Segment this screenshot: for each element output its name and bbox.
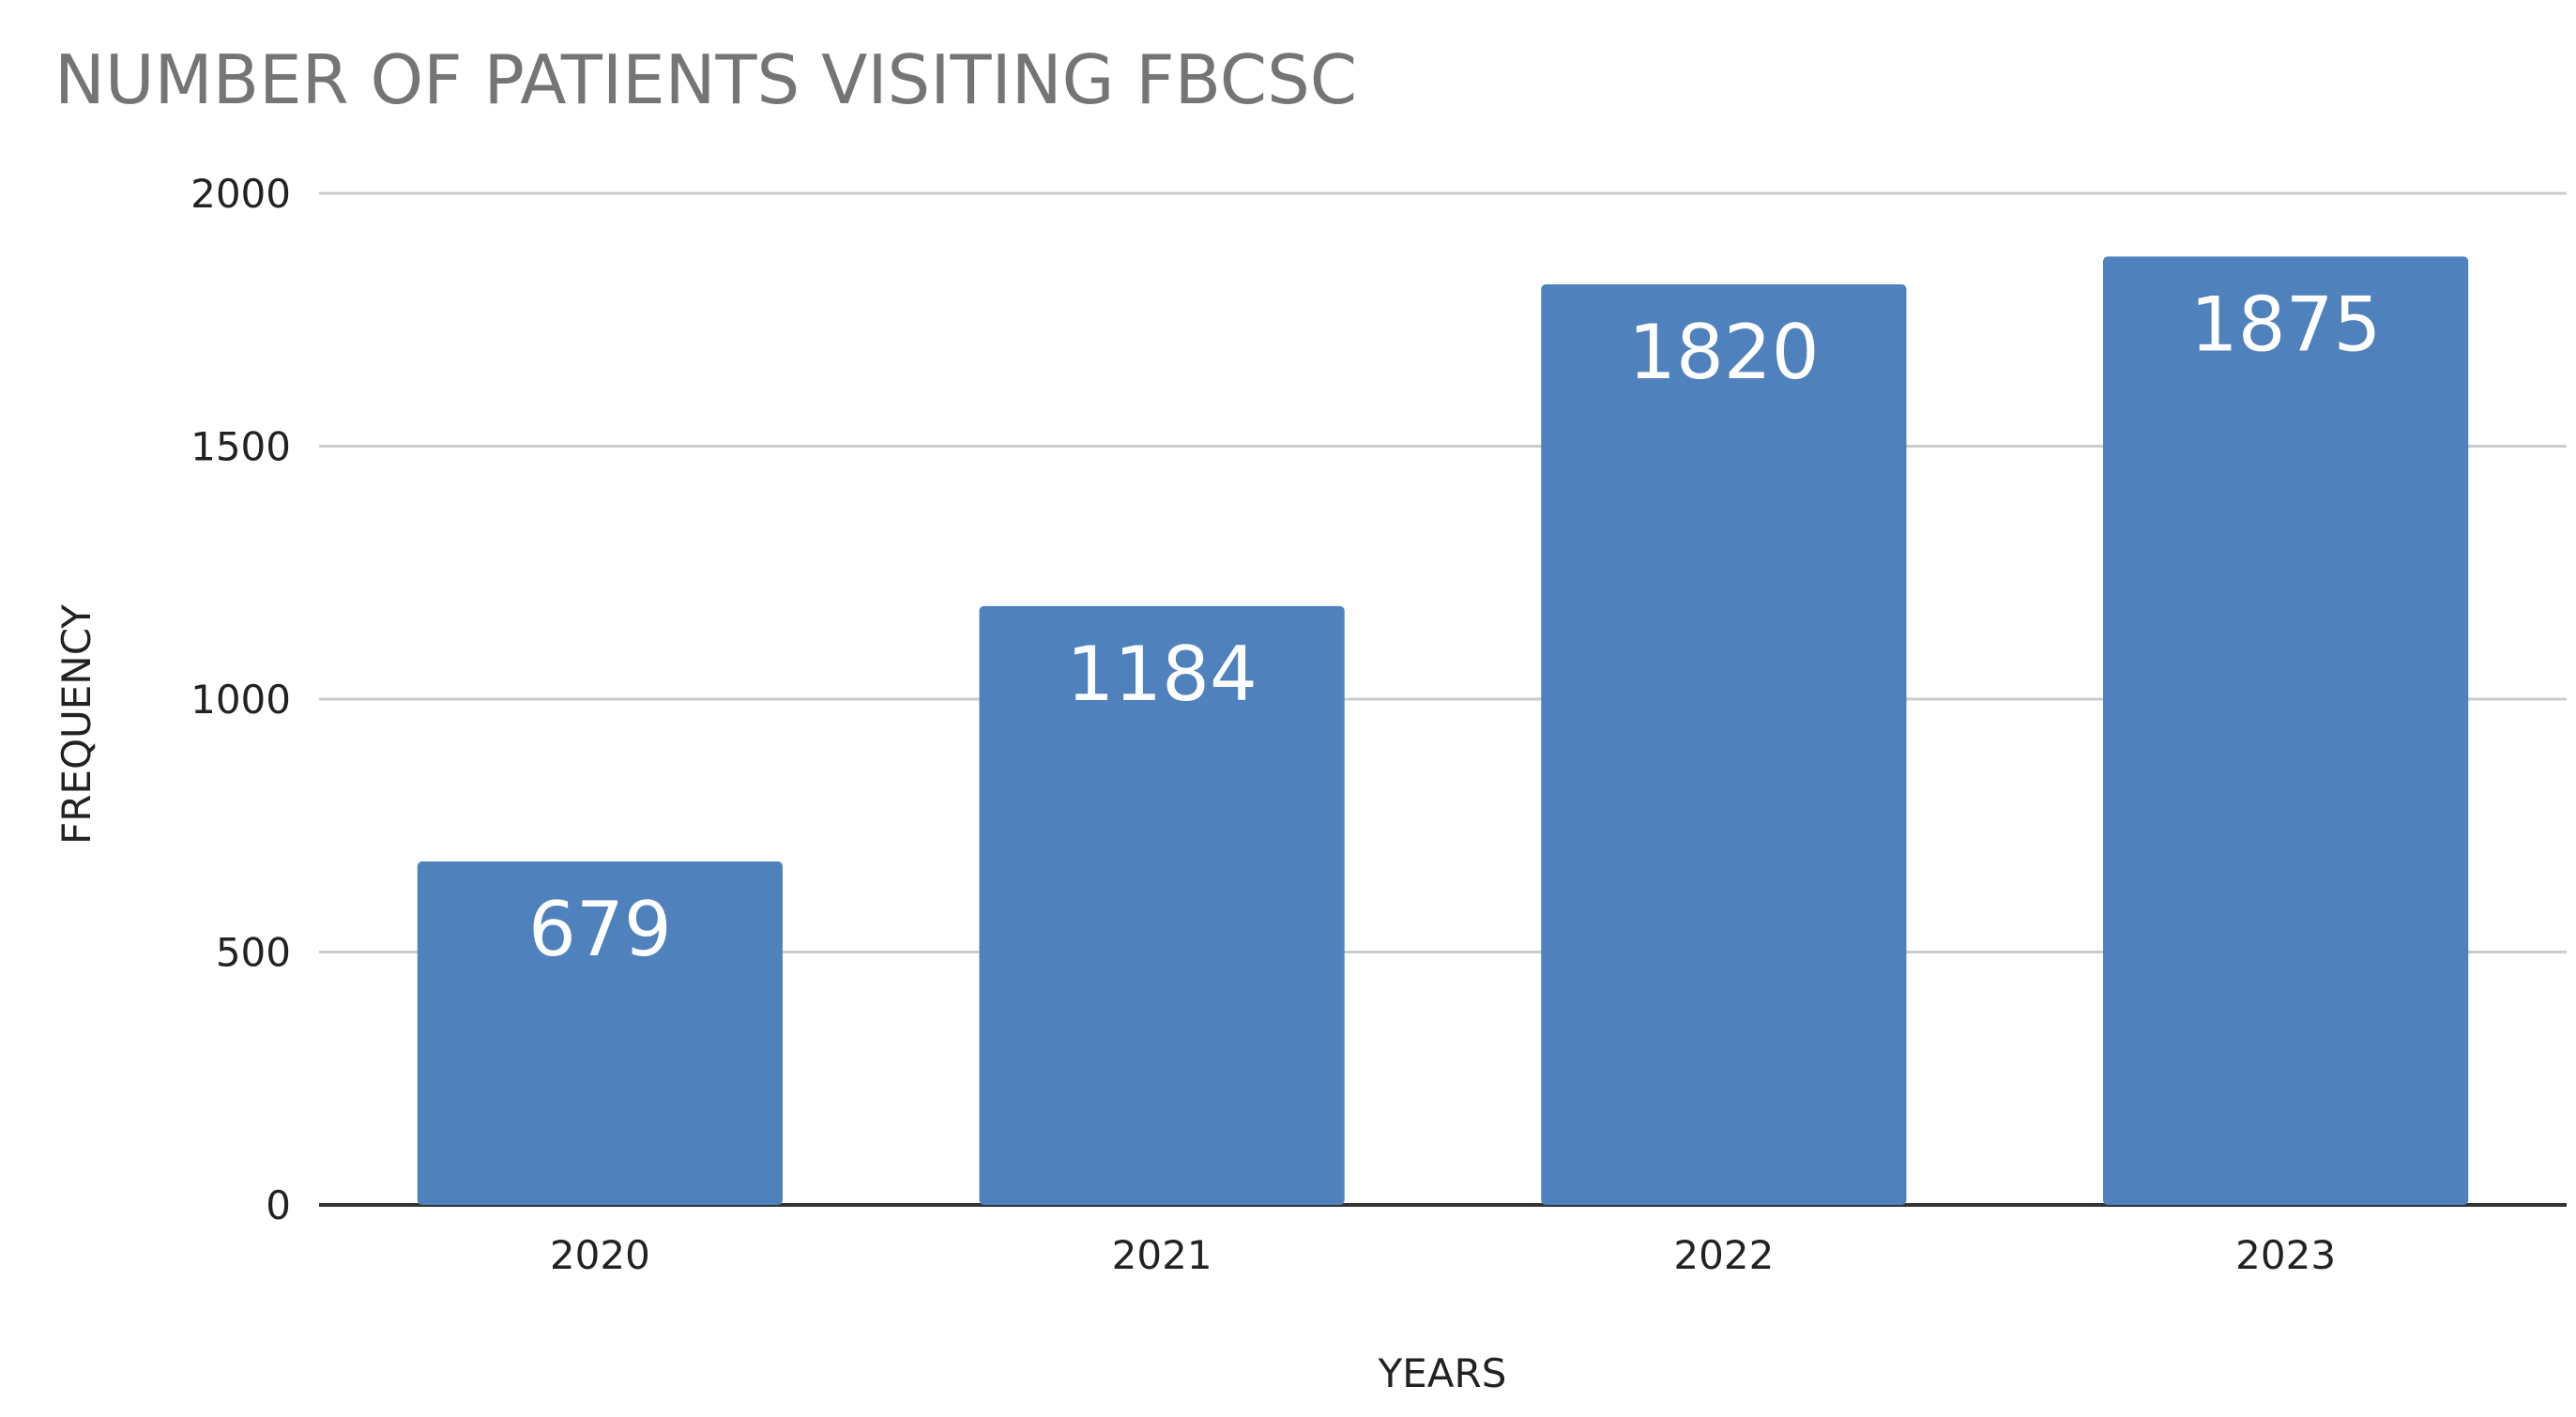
x-axis-label: YEARS [1378,1350,1507,1396]
bar-2020 [417,861,783,1205]
bars [417,256,2469,1205]
data-label-2022: 1820 [1628,309,1820,396]
x-tick-label-2022: 2022 [1673,1232,1774,1278]
y-tick-label: 1500 [191,424,291,470]
y-tick-labels: 0 500 1000 1500 2000 [191,171,291,1228]
bar-2023 [2103,256,2469,1205]
data-labels: 679 1184 1820 1875 [528,281,2381,973]
data-label-2023: 1875 [2190,281,2382,368]
y-tick-label: 0 [266,1182,291,1228]
chart-title: NUMBER OF PATIENTS VISITING FBCSC [54,40,1357,119]
x-tick-label-2021: 2021 [1112,1232,1212,1278]
y-axis-label: FREQUENCY [53,604,99,845]
bar-2021 [979,605,1345,1205]
x-tick-labels: 2020 2021 2022 2023 [550,1232,2336,1278]
x-tick-label-2023: 2023 [2235,1232,2336,1278]
x-tick-label-2020: 2020 [550,1232,650,1278]
y-tick-label: 1000 [191,677,291,723]
data-label-2020: 679 [528,886,672,973]
bar-2022 [1541,284,1907,1205]
y-tick-label: 2000 [191,171,291,217]
data-label-2021: 1184 [1066,631,1258,718]
y-tick-label: 500 [216,930,291,976]
